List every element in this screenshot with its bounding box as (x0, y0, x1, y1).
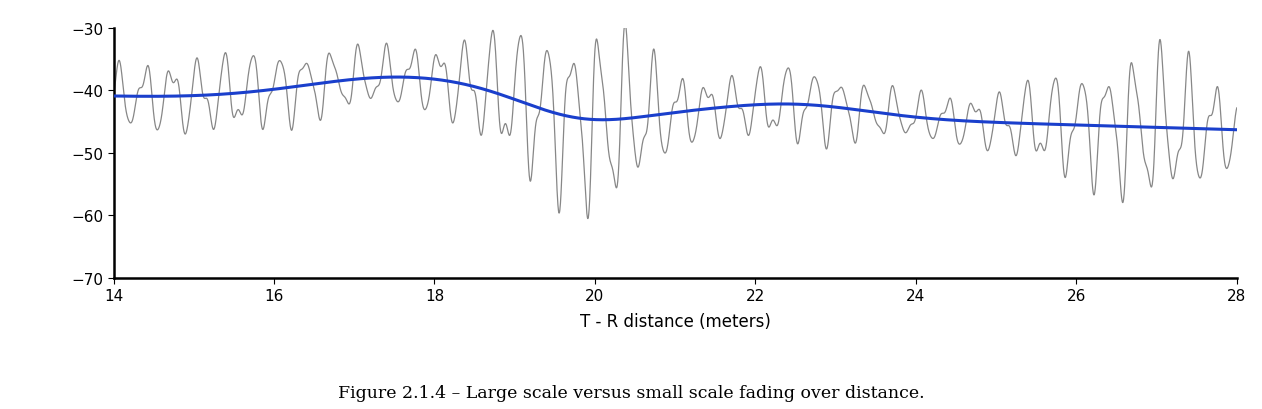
X-axis label: T - R distance (meters): T - R distance (meters) (579, 312, 771, 330)
Text: Figure 2.1.4 – Large scale versus small scale fading over distance.: Figure 2.1.4 – Large scale versus small … (338, 384, 924, 401)
